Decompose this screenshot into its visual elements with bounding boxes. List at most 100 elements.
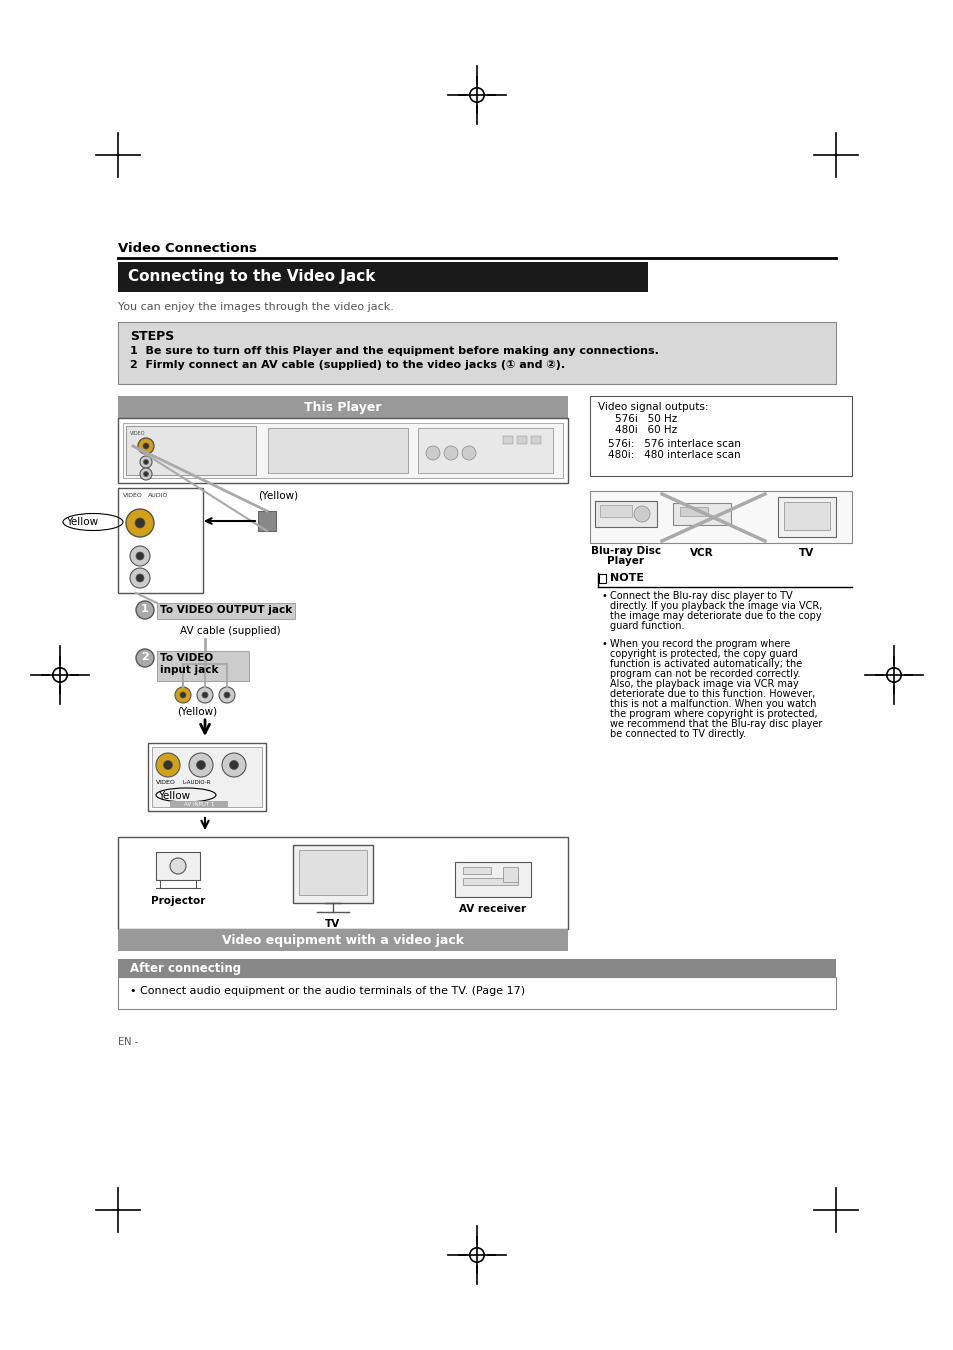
Bar [118, 396, 567, 418]
Bar [298, 850, 367, 895]
Text: 480i   60 Hz: 480i 60 Hz [615, 425, 677, 435]
Text: This Player: This Player [304, 401, 381, 414]
Text: this is not a malfunction. When you watch: this is not a malfunction. When you watc… [609, 699, 816, 709]
Text: NOTE: NOTE [609, 572, 643, 583]
Text: VIDEO: VIDEO [130, 431, 146, 436]
Bar [152, 747, 262, 807]
Circle shape [180, 693, 186, 698]
Circle shape [189, 753, 213, 778]
Text: AV INPUT 1: AV INPUT 1 [184, 802, 214, 807]
Text: VIDEO: VIDEO [123, 493, 143, 498]
Circle shape [140, 468, 152, 481]
Text: Yellow: Yellow [66, 517, 98, 526]
Text: AV cable (supplied): AV cable (supplied) [180, 626, 280, 636]
Circle shape [143, 443, 149, 450]
Text: L-AUDIO-R: L-AUDIO-R [183, 780, 212, 784]
Bar [123, 423, 562, 478]
Text: the program where copyright is protected,: the program where copyright is protected… [609, 709, 817, 720]
Bar [118, 837, 567, 929]
Text: Video Connections: Video Connections [118, 242, 256, 255]
Text: •: • [601, 591, 607, 601]
Bar [462, 867, 491, 873]
Bar [118, 487, 203, 593]
Text: Video signal outputs:: Video signal outputs: [598, 402, 708, 412]
Text: TV: TV [799, 548, 814, 558]
Bar [293, 845, 373, 903]
Bar [157, 603, 294, 620]
Circle shape [130, 568, 150, 589]
Circle shape [143, 471, 149, 477]
Bar [170, 801, 228, 809]
Text: When you record the program where: When you record the program where [609, 639, 789, 649]
Text: input jack: input jack [160, 666, 218, 675]
Bar [118, 323, 835, 383]
Bar [148, 743, 266, 811]
Circle shape [130, 545, 150, 566]
Text: You can enjoy the images through the video jack.: You can enjoy the images through the vid… [118, 302, 394, 312]
Circle shape [196, 760, 205, 770]
Text: copyright is protected, the copy guard: copyright is protected, the copy guard [609, 649, 797, 659]
Text: •: • [601, 639, 607, 649]
Bar [531, 436, 540, 444]
Circle shape [170, 859, 186, 873]
Text: Player: Player [607, 556, 644, 566]
Text: function is activated automatically; the: function is activated automatically; the [609, 659, 801, 670]
Text: AUDIO: AUDIO [148, 493, 169, 498]
Circle shape [140, 456, 152, 468]
Circle shape [174, 687, 191, 703]
Bar [268, 428, 408, 472]
Bar [126, 427, 255, 475]
Circle shape [136, 649, 153, 667]
Bar [679, 508, 707, 516]
Text: we recommend that the Blu-ray disc player: we recommend that the Blu-ray disc playe… [609, 720, 821, 729]
Circle shape [443, 446, 457, 460]
Text: Video equipment with a video jack: Video equipment with a video jack [222, 934, 463, 946]
Circle shape [138, 437, 153, 454]
Circle shape [224, 693, 230, 698]
Bar [595, 501, 657, 526]
Bar [156, 852, 200, 880]
Text: 576i   50 Hz: 576i 50 Hz [615, 414, 677, 424]
Bar [118, 418, 567, 483]
Text: EN -: EN - [118, 1037, 138, 1048]
Bar [672, 504, 730, 525]
Bar [455, 863, 531, 896]
Bar [517, 436, 526, 444]
Text: 576i:   576 interlace scan: 576i: 576 interlace scan [607, 439, 740, 450]
Circle shape [156, 753, 180, 778]
Text: guard function.: guard function. [609, 621, 684, 630]
Text: 2: 2 [141, 652, 149, 662]
Text: Blu-ray Disc: Blu-ray Disc [590, 545, 660, 556]
Bar [502, 867, 517, 882]
Bar [589, 491, 851, 543]
Text: VIDEO: VIDEO [156, 780, 175, 784]
Bar [118, 958, 835, 977]
Text: TV: TV [325, 919, 340, 929]
Circle shape [136, 574, 144, 582]
Bar [118, 977, 835, 1008]
Text: Projector: Projector [151, 896, 205, 906]
Bar [778, 497, 835, 537]
Circle shape [135, 518, 145, 528]
Circle shape [136, 552, 144, 560]
Circle shape [461, 446, 476, 460]
Bar [257, 512, 275, 531]
Circle shape [163, 760, 172, 770]
Bar [502, 436, 513, 444]
Bar [118, 929, 567, 950]
Text: To VIDEO: To VIDEO [160, 653, 213, 663]
Text: program can not be recorded correctly.: program can not be recorded correctly. [609, 670, 800, 679]
Text: 1: 1 [141, 603, 149, 614]
Circle shape [222, 753, 246, 778]
Text: deteriorate due to this function. However,: deteriorate due to this function. Howeve… [609, 688, 815, 699]
Text: directly. If you playback the image via VCR,: directly. If you playback the image via … [609, 601, 821, 612]
Text: 1  Be sure to turn off this Player and the equipment before making any connectio: 1 Be sure to turn off this Player and th… [130, 346, 659, 356]
Bar [599, 505, 631, 517]
Bar [598, 574, 605, 583]
Circle shape [143, 459, 149, 464]
Circle shape [126, 509, 153, 537]
Text: To VIDEO OUTPUT jack: To VIDEO OUTPUT jack [160, 605, 292, 616]
Circle shape [202, 693, 208, 698]
Text: (Yellow): (Yellow) [177, 707, 217, 717]
Circle shape [634, 506, 649, 522]
